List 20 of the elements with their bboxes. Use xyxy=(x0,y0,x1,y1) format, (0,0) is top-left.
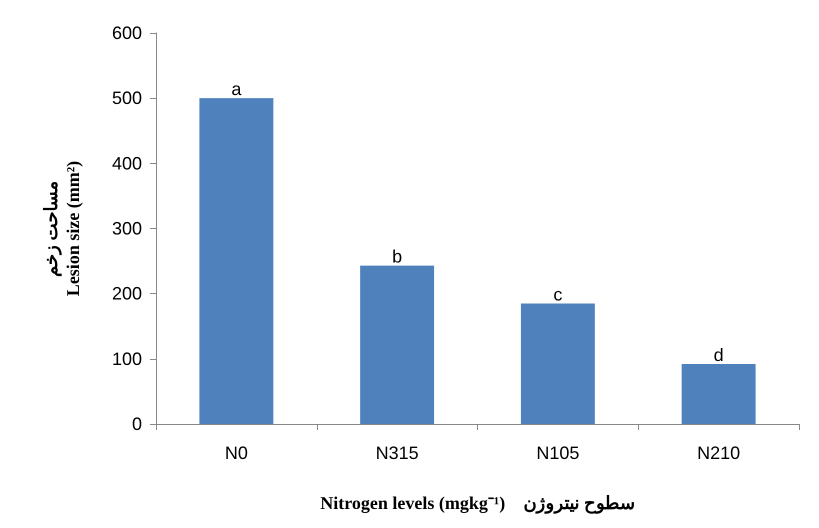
y-tick-label: 100 xyxy=(112,348,142,369)
x-tick-label: N210 xyxy=(697,443,740,463)
y-tick-label: 200 xyxy=(112,284,142,304)
x-tick-label: N315 xyxy=(376,443,419,463)
annotation: d xyxy=(714,345,724,366)
y-tick-label: 300 xyxy=(112,218,142,238)
y-tick-label: 500 xyxy=(112,88,142,108)
y-tick-label: 0 xyxy=(132,414,142,434)
y-tick-label: 600 xyxy=(112,23,142,43)
y-tick-label: 400 xyxy=(112,153,142,174)
bar xyxy=(199,98,274,424)
x-tick-label: N0 xyxy=(224,443,248,463)
bar xyxy=(682,364,756,424)
x-tick-label: N105 xyxy=(536,443,580,463)
bar xyxy=(360,266,434,424)
annotation: c xyxy=(553,284,562,304)
annotation: a xyxy=(231,79,242,100)
bar xyxy=(520,303,595,424)
annotation: b xyxy=(392,246,402,267)
x-axis-title: Nitrogen levels (mgkg⁻¹) سطوح نیتروژن xyxy=(320,493,635,514)
